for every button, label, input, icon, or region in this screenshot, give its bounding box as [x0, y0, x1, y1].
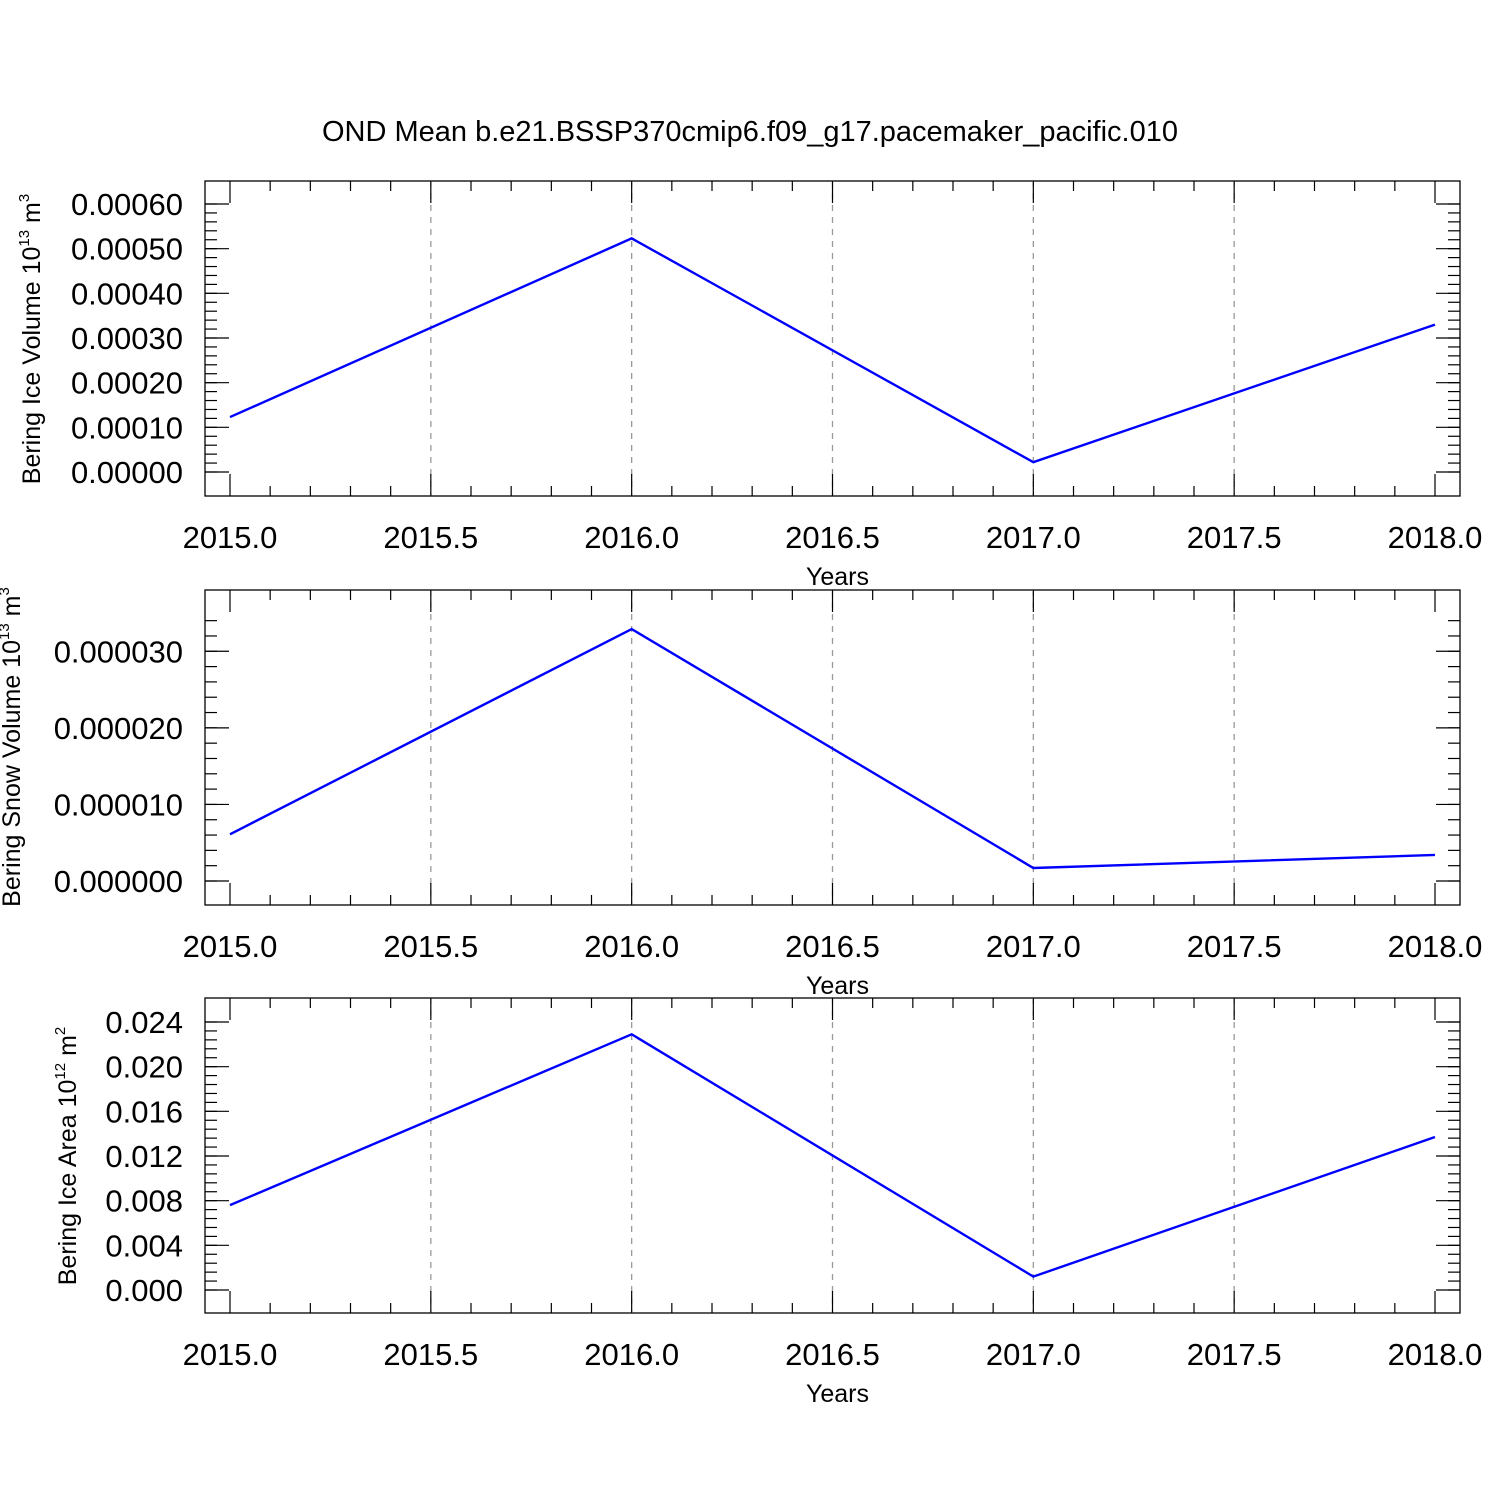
y-tick-label: 0.016	[105, 1094, 183, 1129]
y-tick-label: 0.00050	[71, 232, 183, 267]
y-tick-label: 0.008	[105, 1184, 183, 1219]
x-axis-label: Years	[806, 1380, 869, 1408]
x-tick-label: 2016.5	[785, 929, 880, 964]
x-tick-label: 2017.0	[986, 520, 1081, 555]
y-tick-label: 0.00000	[71, 455, 183, 490]
y-tick-label: 0.00020	[71, 366, 183, 401]
y-tick-label: 0.024	[105, 1005, 183, 1040]
figure-title: OND Mean b.e21.BSSP370cmip6.f09_g17.pace…	[322, 116, 1178, 148]
y-tick-label: 0.012	[105, 1139, 183, 1174]
x-tick-label: 2017.5	[1187, 929, 1282, 964]
y-axis-label: Bering Ice Area 1012 m2	[52, 1027, 82, 1286]
y-tick-label: 0.000030	[54, 634, 183, 669]
y-tick-label: 0.020	[105, 1050, 183, 1085]
x-tick-label: 2015.5	[383, 520, 478, 555]
series-line	[229, 237, 1436, 464]
series-line	[229, 627, 1436, 870]
x-tick-label: 2016.0	[584, 1337, 679, 1372]
y-tick-label: 0.000020	[54, 711, 183, 746]
y-tick-label: 0.00040	[71, 276, 183, 311]
y-tick-label: 0.000010	[54, 787, 183, 822]
x-tick-label: 2015.5	[383, 1337, 478, 1372]
y-tick-label: 0.004	[105, 1228, 183, 1263]
x-tick-label: 2017.0	[986, 1337, 1081, 1372]
x-tick-label: 2017.5	[1187, 520, 1282, 555]
y-axis-label: Bering Ice Volume 1013 m3	[16, 194, 46, 484]
y-tick-label: 0.00060	[71, 187, 183, 222]
x-tick-label: 2015.0	[183, 520, 278, 555]
x-tick-label: 2018.0	[1388, 520, 1483, 555]
x-tick-label: 2018.0	[1388, 1337, 1483, 1372]
x-tick-label: 2016.0	[584, 520, 679, 555]
panel-2: 2015.0 2015.5 2016.0 2016.5 2017.0 2017.5 2018…	[0, 587, 1482, 1000]
x-tick-label: 2016.5	[785, 520, 880, 555]
y-tick-label: 0.000	[105, 1273, 183, 1308]
panels: 2015.0 2015.5 2016.0 2016.5 2017.0 2017.5 2018…	[0, 180, 1483, 1408]
y-axis-label: Bering Snow Volume 1013 m3	[0, 587, 26, 907]
x-tick-label: 2015.0	[183, 1337, 278, 1372]
x-tick-label: 2016.0	[584, 929, 679, 964]
y-tick-label: 0.00030	[71, 321, 183, 356]
y-tick-label: 0.000000	[54, 864, 183, 899]
x-tick-label: 2017.5	[1187, 1337, 1282, 1372]
x-tick-label: 2018.0	[1388, 929, 1483, 964]
panel-1: 2015.0 2015.5 2016.0 2016.5 2017.0 2017.5 2018…	[16, 180, 1483, 591]
x-tick-label: 2015.0	[183, 929, 278, 964]
x-tick-label: 2017.0	[986, 929, 1081, 964]
x-tick-label: 2016.5	[785, 1337, 880, 1372]
x-axis-label: Years	[806, 972, 869, 1000]
x-tick-label: 2015.5	[383, 929, 478, 964]
series-line	[229, 1032, 1436, 1278]
x-axis-label: Years	[806, 563, 869, 591]
y-tick-label: 0.00010	[71, 410, 183, 445]
panel-3: 2015.0 2015.5 2016.0 2016.5 2017.0 2017.5 2018…	[52, 997, 1483, 1408]
